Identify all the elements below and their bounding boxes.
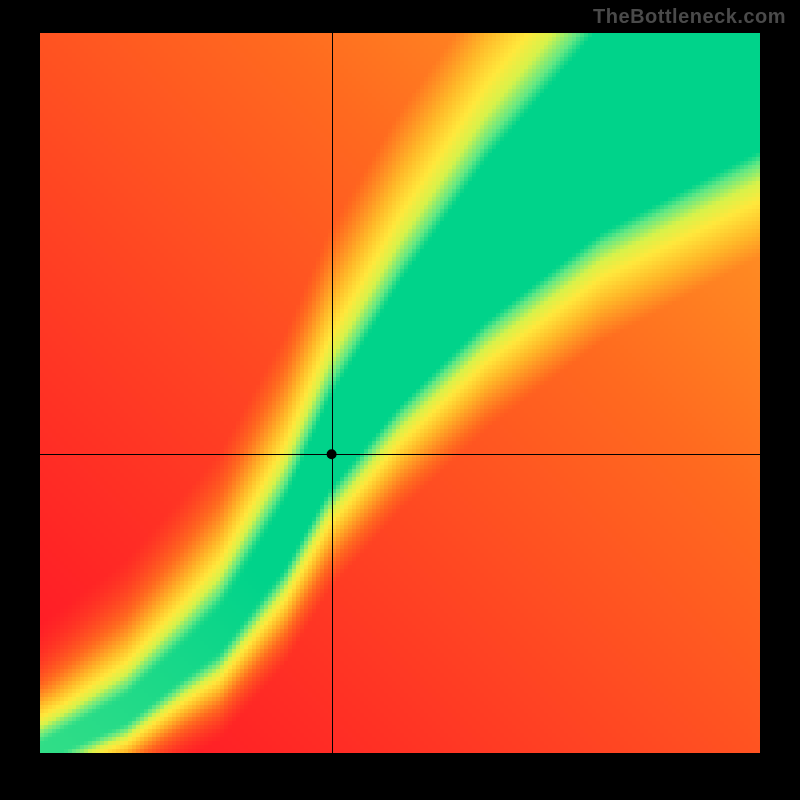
chart-container: TheBottleneck.com (0, 0, 800, 800)
bottleneck-heatmap (40, 33, 760, 753)
watermark-text: TheBottleneck.com (593, 6, 786, 29)
